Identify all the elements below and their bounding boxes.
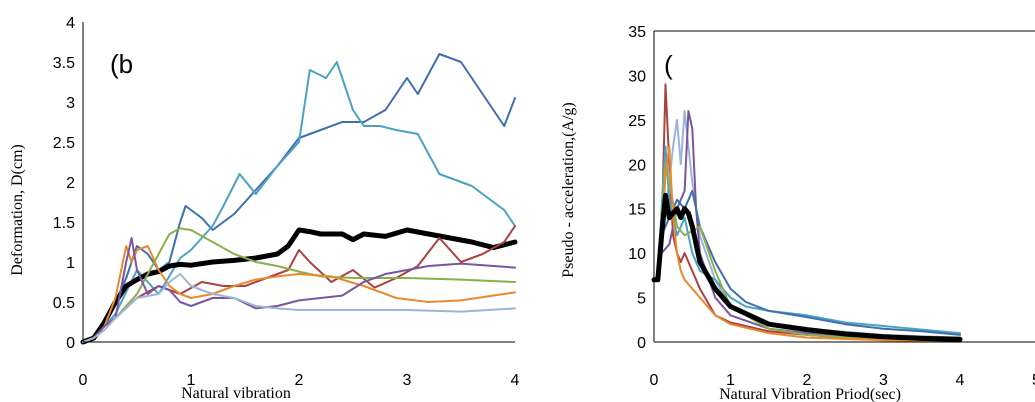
right-series-line-4: [653, 189, 961, 336]
left-x-tick-label: 2: [295, 372, 304, 389]
left-x-tick-label: 0: [79, 372, 88, 389]
right-series-line-0: [653, 83, 961, 343]
right-x-tick-label: 2: [803, 372, 812, 389]
left-x-tick-label: 3: [403, 372, 412, 389]
right-y-tick-label: 15: [628, 202, 646, 219]
left-y-tick-label: 0.5: [53, 295, 75, 312]
right-y-tick-label: 35: [628, 24, 646, 41]
left-y-tick-label: 1.5: [53, 215, 75, 232]
right-x-tick-label: 3: [879, 372, 888, 389]
left-x-axis-label: Natural vibration: [181, 385, 291, 402]
left-series-line-2: [80, 227, 518, 345]
left-y-tick-label: 3.5: [53, 55, 75, 72]
left-y-axis-label: Deformation, D(cm): [9, 144, 26, 276]
right-y-tick-label: 0: [637, 335, 646, 352]
right-x-tick-label: 5: [1032, 372, 1035, 389]
left-x-tick-label: 1: [187, 372, 196, 389]
right-y-tick-label: 10: [628, 246, 646, 263]
left-y-tick-label: 0: [66, 335, 75, 352]
deformation-chart: 0 0.5 1 1.5 2 2.5 3 3.5 4 0 1 2 3 4 (b Natural vibra…: [9, 15, 520, 402]
right-series-line-7: [651, 192, 963, 342]
right-x-tick-label: 1: [726, 372, 735, 389]
left-y-tick-label: 4: [66, 15, 75, 32]
right-x-tick-labels: 0 1 2 3 4 5: [650, 372, 1035, 389]
right-panel-label: (: [664, 50, 673, 80]
left-series-line-6: [82, 237, 516, 343]
left-series-line-5: [82, 245, 516, 343]
deformation-series-lines: [80, 53, 518, 345]
left-series-line-0: [82, 53, 516, 343]
left-y-tick-label: 3: [66, 95, 75, 112]
left-series-line-7: [82, 273, 516, 343]
right-y-tick-labels: 0 5 10 15 20 25 30 35: [628, 24, 646, 352]
right-y-tick-label: 30: [628, 68, 646, 85]
pseudo-acceleration-chart: 0 5 10 15 20 25 30 35 0 1 2 3 4 5 ( Natural Vibratio…: [560, 24, 1035, 402]
right-series-line-3: [653, 145, 961, 335]
right-y-axis-label: Pseudo - acceleration,(A/g): [560, 102, 577, 277]
left-y-tick-label: 1: [66, 255, 75, 272]
left-y-tick-label: 2: [66, 175, 75, 192]
left-series-line-1: [82, 61, 516, 343]
left-x-tick-labels: 0 1 2 3 4: [79, 372, 520, 389]
left-panel-label: (b: [110, 49, 133, 79]
right-y-tick-label: 5: [637, 291, 646, 308]
right-x-axis-label: Natural Vibration Priod(sec): [719, 386, 901, 402]
right-y-tick-label: 20: [628, 157, 646, 174]
left-y-tick-label: 2.5: [53, 135, 75, 152]
left-y-tick-labels: 0 0.5 1 1.5 2 2.5 3 3.5 4: [53, 15, 75, 352]
left-series-line-3: [82, 225, 516, 343]
right-x-tick-label: 0: [650, 372, 659, 389]
left-x-tick-label: 4: [511, 372, 520, 389]
pseudo-acceleration-series-lines: [651, 83, 963, 343]
right-y-tick-label: 25: [628, 113, 646, 130]
right-x-tick-label: 4: [956, 372, 965, 389]
